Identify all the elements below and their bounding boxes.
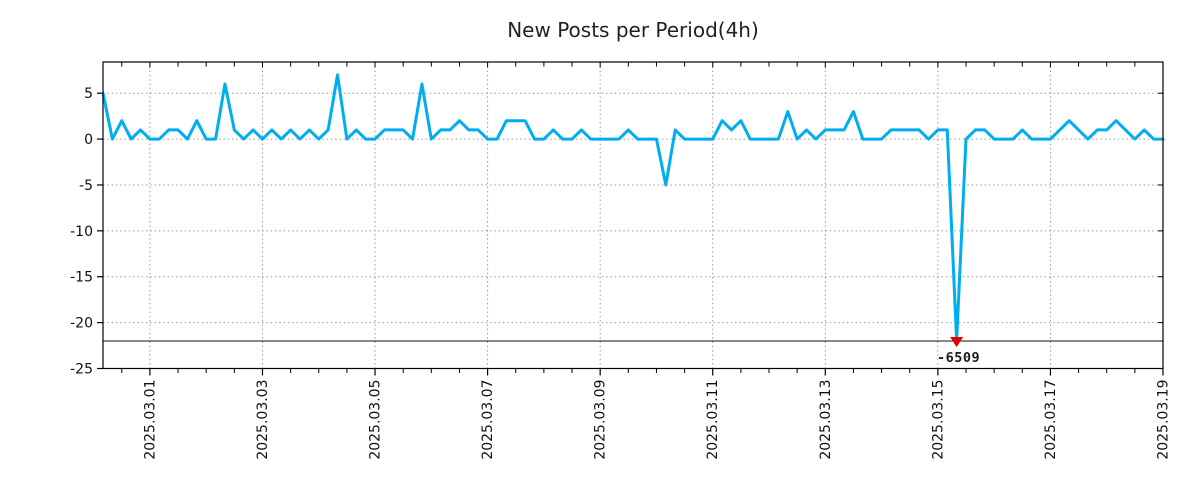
x-tick-label: 2025.03.11	[705, 380, 721, 460]
x-tick-label: 2025.03.19	[1156, 380, 1172, 460]
y-tick-label: -5	[79, 178, 93, 194]
x-tick-label: 2025.03.05	[368, 380, 384, 460]
min-value-label: -6509	[937, 350, 980, 366]
y-axis-labels: 5 0 -5 -10 -15 -20 -25	[70, 86, 93, 377]
y-tick-label: 0	[84, 132, 93, 148]
y-tick-label: 5	[84, 86, 93, 102]
x-tick-label: 2025.03.03	[255, 380, 271, 460]
x-tick-label: 2025.03.15	[930, 380, 946, 460]
x-tick-label: 2025.03.01	[142, 380, 158, 460]
min-marker-icon	[950, 336, 964, 347]
x-tick-label: 2025.03.13	[818, 380, 834, 460]
x-axis-labels: 2025.03.01 2025.03.03 2025.03.05 2025.03.07…	[142, 380, 1171, 460]
y-tick-label: -25	[70, 362, 93, 378]
y-tick-label: -15	[70, 270, 93, 286]
y-tick-label: -10	[70, 224, 93, 240]
y-tick-label: -20	[70, 316, 93, 332]
plot-frame	[102, 61, 1164, 370]
x-tick-label: 2025.03.17	[1043, 380, 1059, 460]
x-tick-label: 2025.03.07	[480, 380, 496, 460]
chart-title: New Posts per Period(4h)	[507, 18, 759, 42]
data-line	[101, 73, 1165, 343]
x-tick-label: 2025.03.09	[593, 380, 609, 460]
